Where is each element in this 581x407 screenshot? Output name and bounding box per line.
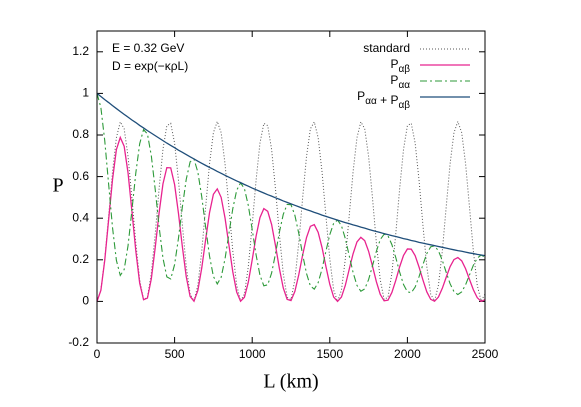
x-tick-label: 1500	[316, 347, 343, 361]
y-tick-label: 1	[82, 86, 89, 100]
y-tick-label: 1.2	[72, 44, 89, 58]
legend-label: Pαβ	[390, 57, 410, 74]
plot-frame	[96, 30, 486, 344]
x-tick-label: 2500	[472, 347, 499, 361]
y-tick-label: 0	[82, 294, 89, 308]
y-tick-label: 0.2	[72, 252, 89, 266]
y-axis-label: P	[52, 175, 63, 197]
annotation: E = 0.32 GeV	[112, 41, 184, 55]
x-tick-label: 2000	[394, 347, 421, 361]
x-axis-label: L (km)	[263, 371, 318, 393]
series-line	[96, 119, 486, 303]
x-tick-label: 0	[94, 347, 101, 361]
legend-label: Pαα + Pαβ	[357, 89, 410, 110]
y-tick-label: 0.4	[72, 210, 89, 224]
annotation: D = exp(−κρL)	[112, 59, 188, 73]
y-tick-label: 0.8	[72, 127, 89, 141]
series-line	[96, 93, 486, 296]
y-tick-label: 0.6	[72, 169, 89, 183]
series-line	[96, 135, 486, 303]
legend-label: standard	[363, 41, 410, 55]
x-tick-label: 500	[165, 347, 185, 361]
series-line	[96, 92, 486, 257]
y-tick-label: -0.2	[68, 335, 89, 349]
legend-label: Pαα	[390, 73, 410, 90]
x-tick-label: 1000	[239, 347, 266, 361]
